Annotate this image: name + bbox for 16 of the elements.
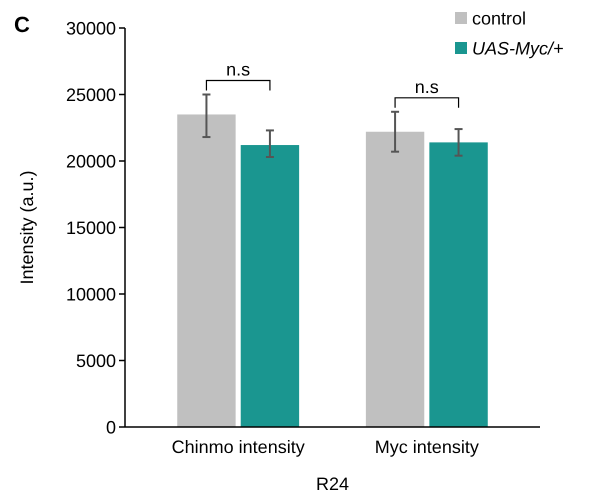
y-tick-label: 15000 xyxy=(66,218,116,238)
y-tick-label: 30000 xyxy=(66,18,116,38)
legend-label: control xyxy=(472,8,526,28)
x-axis-title: R24 xyxy=(316,474,350,494)
text: C xyxy=(14,12,30,37)
x-tick-label: Myc intensity xyxy=(374,437,479,457)
y-tick-label: 20000 xyxy=(66,151,116,172)
y-tick-label: 5000 xyxy=(76,350,116,371)
annotation: n.s xyxy=(226,60,250,80)
y-axis-title: Intensity (a.u.) xyxy=(17,170,37,285)
y-tick-label: 0 xyxy=(106,417,116,438)
legend-label: UAS-Myc/+ xyxy=(472,38,564,58)
annotation: n.s xyxy=(414,76,439,97)
y-tick-label: 25000 xyxy=(66,84,116,105)
y-tick-label: 10000 xyxy=(66,284,116,304)
x-tick-label: Chinmo intensity xyxy=(172,437,305,457)
